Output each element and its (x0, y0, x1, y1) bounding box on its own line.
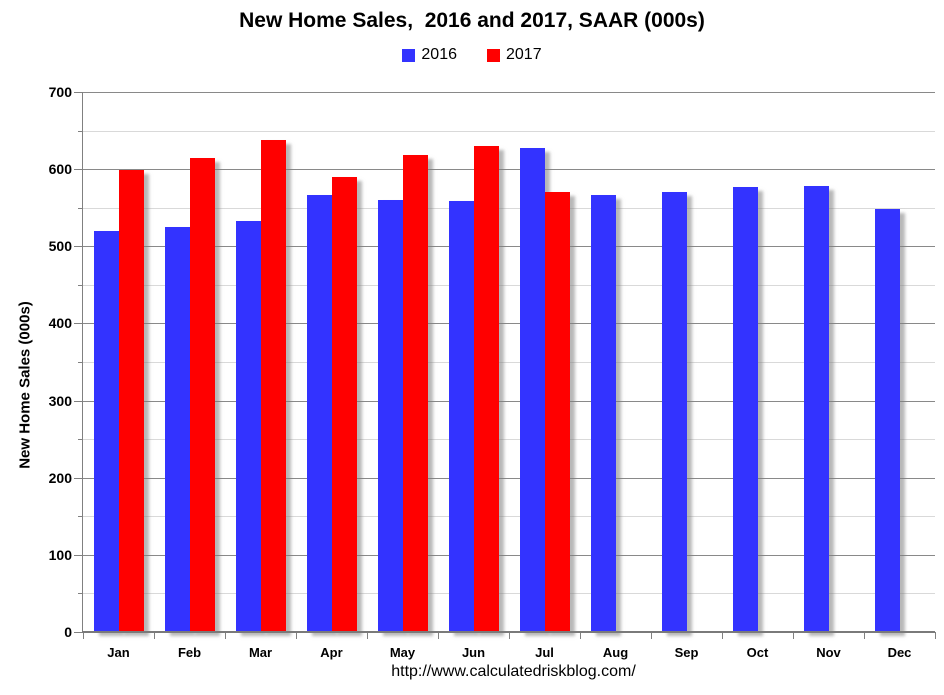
gridline-major (83, 169, 935, 170)
x-tick-label-apr: Apr (320, 645, 343, 660)
y-tick-major (74, 632, 83, 633)
x-tick (438, 632, 439, 639)
legend-swatch-2017 (487, 48, 500, 62)
chart-title: New Home Sales, 2016 and 2017, SAAR (000… (239, 9, 705, 32)
bar-2016-jun (448, 201, 474, 632)
bar-2016-sep (661, 192, 687, 632)
bar-2017-apr (331, 177, 357, 632)
y-tick-label: 400 (48, 315, 72, 331)
x-tick-label-jun: Jun (461, 645, 486, 660)
x-tick-label-oct: Oct (746, 645, 769, 660)
x-tick (225, 632, 226, 639)
legend: 2016 2017 (0, 46, 944, 64)
y-tick-minor (78, 593, 83, 594)
x-tick-label-jul: Jul (535, 645, 554, 660)
x-tick-label-mar: Mar (248, 645, 273, 660)
legend-label-2016: 2016 (421, 46, 457, 63)
x-tick (793, 632, 794, 639)
x-tick (722, 632, 723, 639)
y-tick-minor (78, 131, 83, 132)
gridline-major (83, 323, 935, 324)
y-tick-major (74, 555, 83, 556)
y-tick-label: 0 (64, 624, 72, 640)
bar-2017-jul (544, 192, 570, 632)
source-url: http://www.calculatedriskblog.com/ (391, 663, 636, 680)
x-tick-label-sep: Sep (674, 645, 699, 660)
bar-2016-feb (164, 227, 190, 632)
x-tick-label-feb: Feb (177, 645, 202, 660)
y-tick-major (74, 246, 83, 247)
gridline-minor (83, 362, 935, 363)
legend-item-2017: 2017 (487, 46, 542, 64)
x-tick (367, 632, 368, 639)
bar-2016-oct (732, 187, 758, 632)
x-tick-label-aug: Aug (602, 645, 629, 660)
y-tick-label: 200 (48, 470, 72, 486)
x-tick-label-dec: Dec (887, 645, 912, 660)
x-tick (864, 632, 865, 639)
x-tick (154, 632, 155, 639)
y-tick-label: 500 (48, 238, 72, 254)
y-tick-minor (78, 516, 83, 517)
gridline-major (83, 555, 935, 556)
x-tick (509, 632, 510, 639)
y-axis-line (82, 92, 83, 632)
y-tick-minor (78, 285, 83, 286)
y-tick-major (74, 323, 83, 324)
gridline-minor (83, 593, 935, 594)
bar-2016-aug (590, 195, 616, 632)
x-tick (296, 632, 297, 639)
x-tick (651, 632, 652, 639)
y-tick-major (74, 92, 83, 93)
y-tick-major (74, 401, 83, 402)
y-tick-minor (78, 362, 83, 363)
gridline-minor (83, 208, 935, 209)
y-tick-label: 300 (48, 393, 72, 409)
gridline-major (83, 246, 935, 247)
bar-2016-may (377, 200, 403, 632)
x-tick (83, 632, 84, 639)
gridline-minor (83, 516, 935, 517)
gridline-major (83, 92, 935, 93)
legend-item-2016: 2016 (402, 46, 457, 64)
bar-2017-jun (473, 146, 499, 632)
bar-2016-apr (306, 195, 332, 632)
x-tick (580, 632, 581, 639)
legend-label-2017: 2017 (506, 46, 542, 63)
bar-2016-jul (519, 148, 545, 632)
bar-2016-jan (93, 231, 119, 632)
y-tick-minor (78, 439, 83, 440)
bar-2016-dec (874, 209, 900, 632)
gridline-major (83, 401, 935, 402)
y-tick-major (74, 478, 83, 479)
bar-2016-mar (235, 221, 261, 632)
y-tick-label: 600 (48, 161, 72, 177)
y-tick-minor (78, 208, 83, 209)
x-tick-label-nov: Nov (816, 645, 841, 660)
y-tick-major (74, 169, 83, 170)
y-tick-label: 100 (48, 547, 72, 563)
gridline-minor (83, 285, 935, 286)
bar-2016-nov (803, 186, 829, 632)
x-tick (935, 632, 936, 639)
gridline-minor (83, 131, 935, 132)
legend-swatch-2016 (402, 48, 416, 62)
y-tick-label: 700 (48, 84, 72, 100)
bar-2017-mar (260, 140, 286, 632)
x-tick-label-may: May (389, 645, 416, 660)
bar-2017-jan (118, 170, 144, 632)
bar-2017-may (402, 155, 428, 632)
x-axis-line (82, 631, 935, 633)
bar-2017-feb (189, 158, 215, 632)
gridline-major (83, 478, 935, 479)
x-tick-label-jan: Jan (107, 645, 130, 660)
gridline-minor (83, 439, 935, 440)
